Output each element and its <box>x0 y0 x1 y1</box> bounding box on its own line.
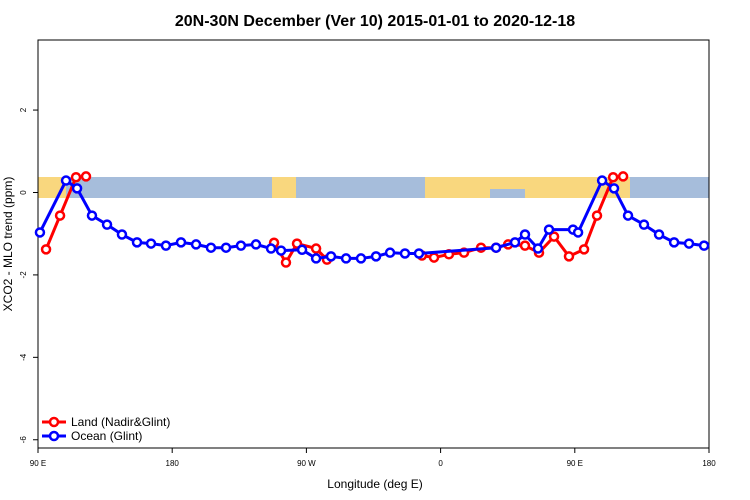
data-point <box>101 219 113 230</box>
data-point <box>250 239 262 250</box>
data-point <box>572 227 584 238</box>
data-point <box>70 171 82 183</box>
map-strip <box>38 177 709 198</box>
y-tick-label: -4 <box>19 353 28 361</box>
legend-marker <box>48 416 60 428</box>
data-point <box>340 253 352 264</box>
map-land <box>490 177 525 189</box>
data-point <box>190 239 202 250</box>
data-point <box>591 210 603 221</box>
data-point <box>220 242 232 253</box>
data-point <box>280 257 292 268</box>
map-land <box>525 177 600 198</box>
x-tick-label: 90 W <box>297 459 316 468</box>
x-tick-label: 180 <box>702 459 716 468</box>
data-point <box>310 253 322 264</box>
data-point <box>175 237 187 248</box>
data-point <box>71 183 83 194</box>
x-tick-label: 90 E <box>30 459 46 468</box>
data-point <box>265 243 277 254</box>
legend-label: Land (Nadir&Glint) <box>71 415 170 429</box>
y-tick-label: -6 <box>19 436 28 444</box>
data-point <box>563 251 575 262</box>
data-point <box>428 252 440 263</box>
data-point <box>532 243 544 254</box>
y-tick-label: -2 <box>19 271 28 279</box>
data-point <box>668 237 680 248</box>
data-point <box>86 210 98 221</box>
data-point <box>296 244 308 256</box>
data-point <box>607 171 619 183</box>
map-land <box>272 177 296 198</box>
data-point <box>543 224 555 235</box>
x-tick-label: 0 <box>438 459 443 468</box>
data-point <box>653 229 665 240</box>
data-point <box>617 171 629 182</box>
data-point <box>399 248 411 259</box>
data-point <box>698 240 710 251</box>
data-point <box>519 229 531 240</box>
data-point <box>578 244 590 255</box>
x-axis-label: Longitude (deg E) <box>327 477 422 491</box>
data-point <box>519 240 531 251</box>
data-point <box>638 219 650 230</box>
chart-title: 20N-30N December (Ver 10) 2015-01-01 to … <box>175 13 575 30</box>
data-point <box>413 248 425 259</box>
data-point <box>355 253 367 264</box>
data-point <box>60 175 72 186</box>
data-point <box>40 244 52 255</box>
data-point <box>54 210 66 221</box>
y-axis-label: XCO2 - MLO trend (ppm) <box>1 177 15 312</box>
legend-label: Ocean (Glint) <box>71 429 142 443</box>
data-point <box>325 251 337 262</box>
data-point <box>310 243 322 254</box>
data-point <box>205 242 217 253</box>
data-point <box>275 245 287 256</box>
legend-marker <box>48 430 60 442</box>
data-point <box>683 238 695 249</box>
x-tick-label: 90 E <box>567 459 583 468</box>
data-point <box>509 237 521 248</box>
data-point <box>116 229 128 240</box>
data-point <box>235 240 247 251</box>
x-tick-label: 180 <box>166 459 180 468</box>
y-tick-label: 2 <box>19 107 28 112</box>
data-point <box>548 231 560 242</box>
map-land <box>425 177 490 198</box>
data-point <box>622 210 634 221</box>
y-tick-label: 0 <box>19 190 28 195</box>
data-point <box>384 247 396 258</box>
data-point <box>145 238 157 249</box>
data-point <box>160 240 172 251</box>
data-point <box>131 237 143 248</box>
data-point <box>80 171 92 182</box>
data-point <box>596 175 608 186</box>
data-point <box>608 183 620 194</box>
data-point <box>34 227 46 238</box>
data-point <box>490 242 502 253</box>
data-point <box>370 251 382 262</box>
